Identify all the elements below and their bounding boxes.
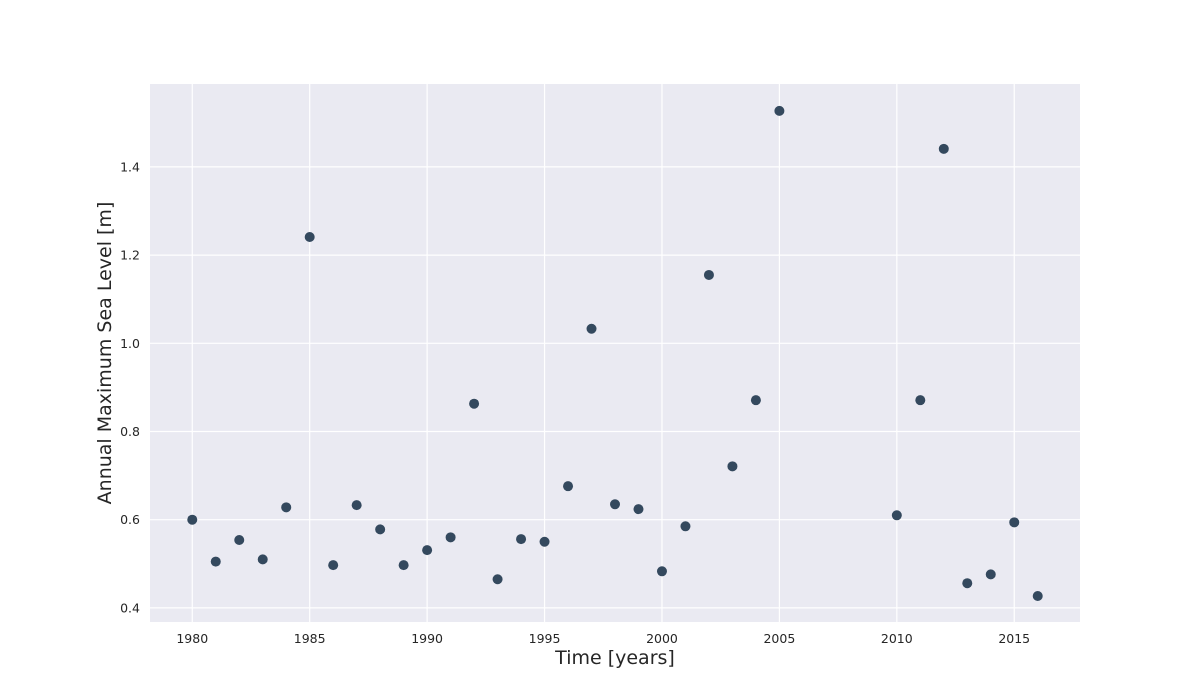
data-point bbox=[469, 398, 480, 409]
x-tick-label: 2015 bbox=[998, 631, 1030, 646]
data-point bbox=[680, 521, 691, 532]
data-point bbox=[492, 574, 503, 585]
data-point bbox=[586, 323, 597, 334]
x-tick-label: 2010 bbox=[881, 631, 913, 646]
data-point bbox=[774, 105, 785, 116]
x-tick-label: 1990 bbox=[411, 631, 443, 646]
data-point bbox=[375, 524, 386, 535]
data-point bbox=[938, 143, 949, 154]
x-tick-label: 1995 bbox=[529, 631, 561, 646]
data-point bbox=[328, 560, 339, 571]
data-point bbox=[962, 578, 973, 589]
data-point bbox=[281, 502, 292, 513]
data-point bbox=[351, 500, 362, 511]
data-point bbox=[398, 560, 409, 571]
x-axis-ticks: 1980 1985 1990 1995 2000 2005 2010 2015 bbox=[176, 631, 1030, 646]
data-point bbox=[703, 269, 714, 280]
data-point bbox=[656, 566, 667, 577]
data-point bbox=[1009, 517, 1020, 528]
y-tick-label: 0.6 bbox=[120, 512, 140, 527]
y-tick-label: 1.4 bbox=[120, 159, 140, 174]
x-tick-label: 2005 bbox=[763, 631, 795, 646]
x-tick-label: 1985 bbox=[294, 631, 326, 646]
grid-lines bbox=[150, 84, 1080, 622]
y-tick-label: 1.0 bbox=[120, 336, 140, 351]
y-tick-label: 0.4 bbox=[120, 600, 140, 615]
data-point bbox=[891, 510, 902, 521]
data-point bbox=[304, 232, 315, 243]
x-tick-label: 2000 bbox=[646, 631, 678, 646]
data-point bbox=[516, 534, 527, 545]
y-axis-label: Annual Maximum Sea Level [m] bbox=[94, 202, 116, 505]
data-point bbox=[610, 499, 620, 510]
data-point bbox=[750, 395, 761, 406]
y-tick-label: 1.2 bbox=[120, 248, 140, 263]
data-point bbox=[985, 569, 996, 580]
data-point bbox=[234, 534, 245, 545]
y-tick-label: 0.8 bbox=[120, 424, 140, 439]
plot-area bbox=[150, 84, 1080, 622]
x-axis-label: Time [years] bbox=[554, 647, 675, 669]
data-point bbox=[257, 554, 268, 565]
data-point bbox=[210, 556, 221, 567]
data-point bbox=[727, 461, 738, 472]
data-point bbox=[915, 395, 926, 406]
data-point bbox=[422, 545, 433, 556]
data-points bbox=[187, 105, 1043, 601]
data-point bbox=[1032, 590, 1043, 601]
data-point bbox=[445, 532, 456, 543]
data-point bbox=[563, 481, 574, 492]
data-point bbox=[633, 504, 644, 515]
x-tick-label: 1980 bbox=[176, 631, 208, 646]
data-point bbox=[187, 514, 198, 525]
data-point bbox=[539, 536, 550, 547]
y-axis-ticks: 0.4 0.6 0.8 1.0 1.2 1.4 bbox=[120, 159, 140, 615]
